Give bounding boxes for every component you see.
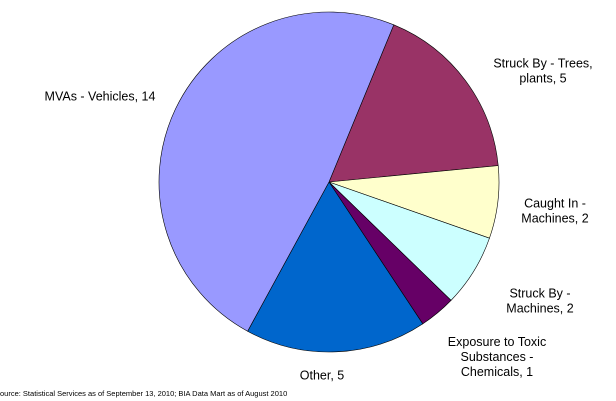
slice-label: MVAs - Vehicles, 14 <box>45 89 156 103</box>
slice-label: Exposure to Toxic Substances -Chemicals, … <box>448 335 546 379</box>
pie-slice <box>158 11 395 332</box>
slice-label: Struck By - Trees, plants, 5 <box>493 57 592 86</box>
slice-label: Struck By -Machines, 2 <box>506 287 573 316</box>
slice-label: Other, 5 <box>300 368 345 382</box>
slice-label: Caught In -Machines, 2 <box>521 197 588 226</box>
pie-slice <box>247 181 424 353</box>
source-note: Source: Statistical Services as of Septe… <box>0 389 287 398</box>
pie-slice <box>328 24 499 183</box>
